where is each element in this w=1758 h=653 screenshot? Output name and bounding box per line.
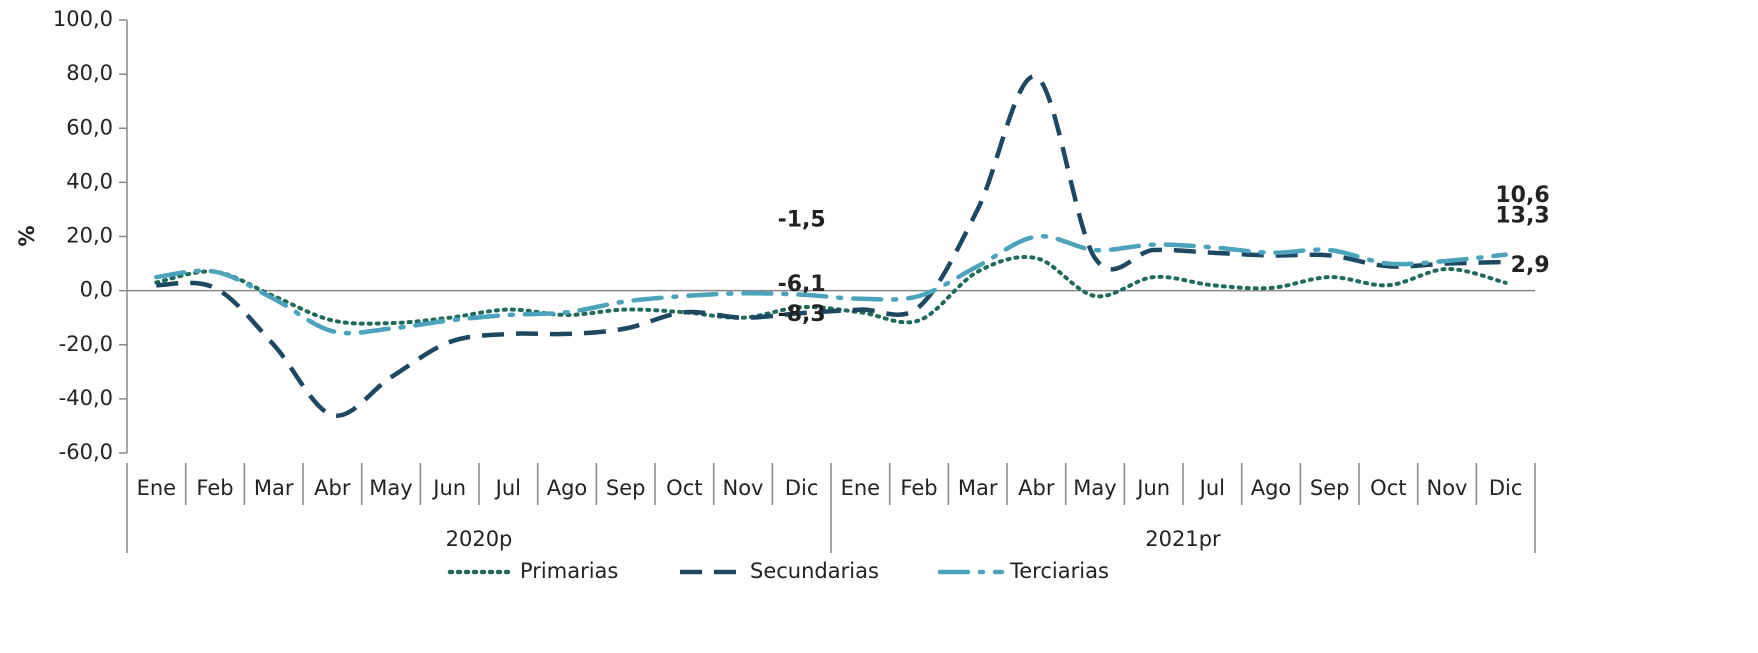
y-tick-label: -60,0 <box>59 440 113 464</box>
y-tick-label: 60,0 <box>66 115 113 139</box>
x-tick-label: Jun <box>431 476 466 500</box>
y-tick-label: -40,0 <box>59 386 113 410</box>
x-tick-label: Ago <box>1251 476 1292 500</box>
y-tick-label: -20,0 <box>59 332 113 356</box>
y-axis-label: % <box>15 225 39 246</box>
x-tick-label: Abr <box>314 476 351 500</box>
x-tick-label: Oct <box>666 476 702 500</box>
x-tick-label: May <box>369 476 412 500</box>
x-tick-label: May <box>1073 476 1116 500</box>
y-tick-label: 100,0 <box>53 7 113 31</box>
legend-label: Terciarias <box>1009 559 1109 583</box>
x-tick-label: Jul <box>1198 476 1225 500</box>
data-label: 10,6 <box>1495 183 1549 208</box>
data-label: -8,3 <box>778 302 826 327</box>
legend-label: Secundarias <box>750 559 879 583</box>
legend-label: Primarias <box>520 559 618 583</box>
x-tick-label: Mar <box>958 476 998 500</box>
x-tick-label: Ene <box>137 476 177 500</box>
x-tick-label: Jul <box>494 476 521 500</box>
x-tick-label: Mar <box>254 476 294 500</box>
y-tick-label: 20,0 <box>66 224 113 248</box>
y-tick-label: 0,0 <box>80 278 113 302</box>
x-tick-label: Feb <box>900 476 937 500</box>
group-label: 2021pr <box>1145 527 1221 551</box>
x-tick-label: Ago <box>547 476 588 500</box>
x-tick-label: Nov <box>1427 476 1468 500</box>
x-tick-label: Jun <box>1135 476 1170 500</box>
x-tick-label: Abr <box>1018 476 1055 500</box>
data-label: 2,9 <box>1511 253 1550 278</box>
x-tick-label: Feb <box>196 476 233 500</box>
x-tick-label: Sep <box>1310 476 1350 500</box>
x-tick-label: Sep <box>606 476 646 500</box>
data-label: 13,3 <box>1495 204 1549 229</box>
x-tick-label: Ene <box>841 476 881 500</box>
data-label: -1,5 <box>778 208 826 233</box>
series-line <box>154 234 1508 336</box>
x-tick-label: Nov <box>723 476 764 500</box>
x-tick-label: Dic <box>785 476 819 500</box>
group-label: 2020p <box>446 527 513 551</box>
x-tick-label: Oct <box>1370 476 1406 500</box>
y-tick-label: 40,0 <box>66 169 113 193</box>
x-tick-label: Dic <box>1489 476 1523 500</box>
series-line <box>154 255 1508 326</box>
y-tick-label: 80,0 <box>66 61 113 85</box>
series-line <box>156 74 1506 418</box>
